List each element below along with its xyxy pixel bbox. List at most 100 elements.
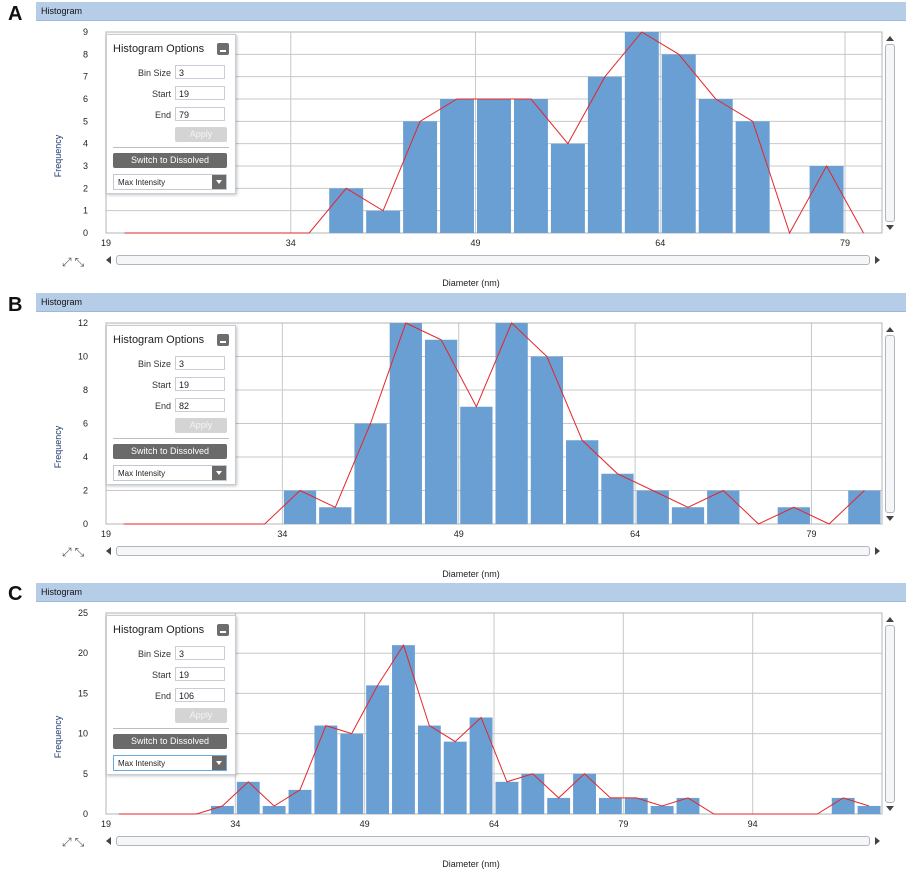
scroll-thumb[interactable] xyxy=(116,546,870,556)
frequency-curve xyxy=(124,31,864,235)
histogram-bar xyxy=(440,99,475,233)
start-label: Start xyxy=(151,380,171,390)
collapse-icon[interactable]: ⤡ xyxy=(74,545,88,559)
apply-button[interactable]: Apply xyxy=(175,708,227,723)
scroll-right-icon[interactable] xyxy=(875,256,880,264)
bin-size-input[interactable]: 3 xyxy=(175,65,225,79)
y-tick-label: 10 xyxy=(78,729,88,739)
scroll-up-icon[interactable] xyxy=(886,617,894,622)
minimize-icon[interactable] xyxy=(217,43,229,55)
histogram-bar xyxy=(460,406,493,524)
scroll-down-icon[interactable] xyxy=(886,516,894,521)
bin-size-input[interactable]: 3 xyxy=(175,356,225,370)
minimize-icon[interactable] xyxy=(217,624,229,636)
divider xyxy=(113,147,229,148)
collapse-icon[interactable]: ⤡ xyxy=(74,835,88,849)
scroll-right-icon[interactable] xyxy=(875,837,880,845)
histogram-bar xyxy=(329,188,364,233)
scroll-right-icon[interactable] xyxy=(875,547,880,555)
start-label: Start xyxy=(151,89,171,99)
end-input[interactable]: 106 xyxy=(175,688,225,702)
minimize-icon[interactable] xyxy=(217,334,229,346)
y-tick-label: 2 xyxy=(83,183,88,193)
apply-button[interactable]: Apply xyxy=(175,127,227,142)
horizontal-scrollbar[interactable] xyxy=(104,834,882,848)
y-tick-label: 0 xyxy=(83,519,88,529)
y-tick-label: 2 xyxy=(83,486,88,496)
scroll-thumb[interactable] xyxy=(885,625,895,803)
histogram-options-panel: Histogram Options Bin Size 3 Start 19 End 8… xyxy=(106,325,236,485)
chevron-down-icon[interactable] xyxy=(212,756,226,770)
y-tick-label: 8 xyxy=(83,385,88,395)
y-tick-label: 9 xyxy=(83,27,88,37)
scroll-down-icon[interactable] xyxy=(886,806,894,811)
vertical-scrollbar[interactable] xyxy=(883,325,897,523)
y-tick-label: 20 xyxy=(78,648,88,658)
intensity-select-value: Max Intensity xyxy=(118,178,166,187)
histogram-bar xyxy=(857,805,881,814)
histogram-bar xyxy=(210,805,234,814)
vertical-scrollbar[interactable] xyxy=(883,615,897,813)
y-tick-label: 4 xyxy=(83,452,88,462)
scroll-left-icon[interactable] xyxy=(106,547,111,555)
y-tick-label: 25 xyxy=(78,608,88,618)
expand-icon[interactable]: ⤢ xyxy=(62,545,75,559)
frequency-curve xyxy=(118,644,870,815)
options-title: Histogram Options xyxy=(113,624,205,636)
histogram-bar xyxy=(777,507,810,524)
scroll-left-icon[interactable] xyxy=(106,837,111,845)
start-input[interactable]: 19 xyxy=(175,667,225,681)
intensity-select[interactable]: Max Intensity xyxy=(113,465,227,481)
histogram-bar xyxy=(392,645,415,814)
x-tick-label: 34 xyxy=(286,238,296,248)
start-input[interactable]: 19 xyxy=(175,86,225,100)
histogram-bar xyxy=(550,143,585,233)
histogram-bar xyxy=(314,725,338,814)
histogram-bar xyxy=(236,781,260,814)
scroll-thumb[interactable] xyxy=(116,836,870,846)
scroll-thumb[interactable] xyxy=(116,255,870,265)
scroll-down-icon[interactable] xyxy=(886,225,894,230)
switch-to-dissolved-button[interactable]: Switch to Dissolved xyxy=(113,734,227,749)
zoom-controls: ⤢⤡ xyxy=(62,255,98,269)
y-tick-label: 15 xyxy=(78,688,88,698)
y-tick-label: 3 xyxy=(83,161,88,171)
scroll-up-icon[interactable] xyxy=(886,327,894,332)
scroll-left-icon[interactable] xyxy=(106,256,111,264)
intensity-select[interactable]: Max Intensity xyxy=(113,755,227,771)
x-tick-label: 19 xyxy=(101,819,111,829)
scroll-thumb[interactable] xyxy=(885,335,895,513)
intensity-select[interactable]: Max Intensity xyxy=(113,174,227,190)
chevron-down-icon[interactable] xyxy=(212,466,226,480)
histogram-bar xyxy=(587,76,622,233)
x-tick-label: 79 xyxy=(840,238,850,248)
horizontal-scrollbar[interactable] xyxy=(104,544,882,558)
zoom-controls: ⤢⤡ xyxy=(62,835,98,849)
vertical-scrollbar[interactable] xyxy=(883,34,897,232)
histogram-bar xyxy=(319,507,352,524)
histogram-bar xyxy=(443,741,467,814)
x-tick-label: 64 xyxy=(630,529,640,539)
histogram-bar xyxy=(530,356,564,524)
start-input[interactable]: 19 xyxy=(175,377,225,391)
chart-title: Histogram xyxy=(36,583,906,602)
scroll-thumb[interactable] xyxy=(885,44,895,222)
expand-icon[interactable]: ⤢ xyxy=(62,835,75,849)
scroll-up-icon[interactable] xyxy=(886,36,894,41)
end-input[interactable]: 79 xyxy=(175,107,225,121)
expand-icon[interactable]: ⤢ xyxy=(62,255,75,269)
chevron-down-icon[interactable] xyxy=(212,175,226,189)
histogram-bar xyxy=(403,121,438,233)
apply-button[interactable]: Apply xyxy=(175,418,227,433)
switch-to-dissolved-button[interactable]: Switch to Dissolved xyxy=(113,444,227,459)
x-tick-label: 64 xyxy=(489,819,499,829)
horizontal-scrollbar[interactable] xyxy=(104,253,882,267)
y-tick-label: 4 xyxy=(83,139,88,149)
bin-size-input[interactable]: 3 xyxy=(175,646,225,660)
collapse-icon[interactable]: ⤡ xyxy=(74,255,88,269)
switch-to-dissolved-button[interactable]: Switch to Dissolved xyxy=(113,153,227,168)
frequency-curve xyxy=(123,322,865,525)
histogram-bar xyxy=(566,440,599,524)
x-tick-label: 79 xyxy=(806,529,816,539)
end-input[interactable]: 82 xyxy=(175,398,225,412)
